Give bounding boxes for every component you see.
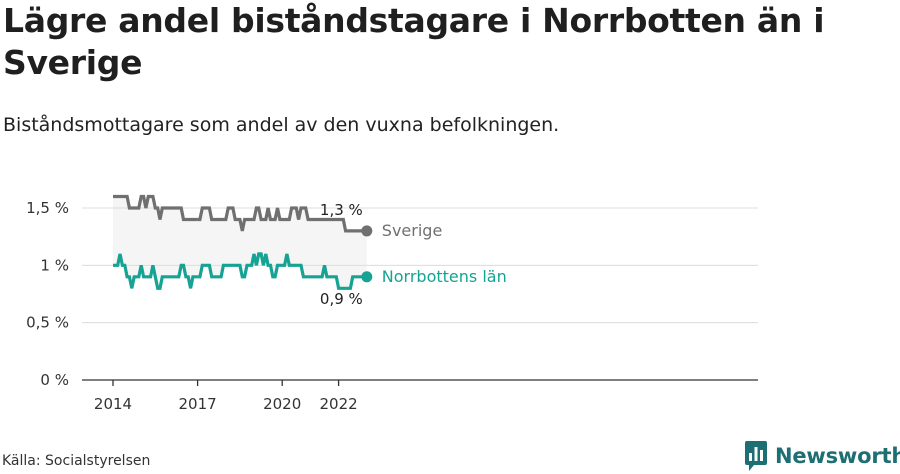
brand-logo: Newsworthy xyxy=(745,441,900,471)
series-line-norrbotten xyxy=(197,252,367,290)
brand-name: Newsworthy xyxy=(775,444,900,468)
x-tick-label: 2022 xyxy=(320,395,358,413)
x-tick-label: 2020 xyxy=(263,395,301,413)
series-line-sverige xyxy=(197,206,367,233)
end-marker-norrbotten xyxy=(361,271,373,283)
y-tick-label: 0 % xyxy=(40,371,69,389)
series-line-sverige xyxy=(113,194,198,222)
y-tick-label: 0,5 % xyxy=(26,314,69,332)
x-tick-label: 2017 xyxy=(179,395,217,413)
chart-title: Lägre andel biståndstagare i Norrbotten … xyxy=(3,1,825,82)
series-label-norrbotten: Norrbottens län xyxy=(382,267,507,286)
series-line-norrbotten xyxy=(113,253,198,290)
chart-subtitle: Biståndsmottagare som andel av den vuxna… xyxy=(3,114,560,136)
area-between-series xyxy=(197,208,367,289)
x-tick-label: 2014 xyxy=(94,395,132,413)
end-value-label-sverige: 1,3 % xyxy=(320,201,363,219)
series-label-sverige: Sverige xyxy=(382,221,443,240)
y-tick-label: 1 % xyxy=(40,256,69,274)
source-note: Källa: Socialstyrelsen xyxy=(2,453,151,469)
y-tick-label: 1,5 % xyxy=(26,199,69,217)
end-value-label-norrbotten: 0,9 % xyxy=(320,290,363,308)
end-marker-sverige xyxy=(361,225,373,237)
bar-chart-icon xyxy=(745,441,767,471)
